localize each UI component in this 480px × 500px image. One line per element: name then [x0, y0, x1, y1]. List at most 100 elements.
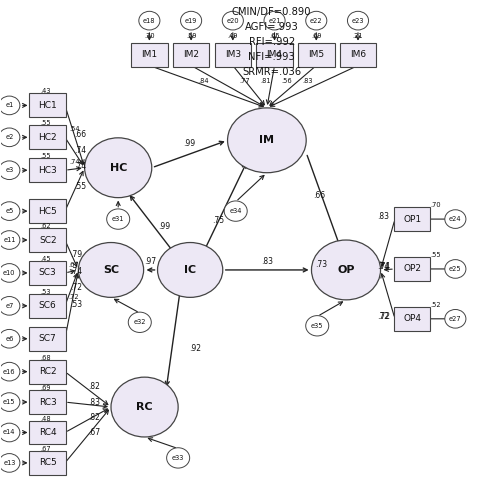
Text: .69: .69	[40, 385, 50, 391]
Text: e16: e16	[3, 368, 15, 374]
FancyBboxPatch shape	[29, 228, 66, 252]
Text: e14: e14	[3, 430, 15, 436]
Text: .70: .70	[144, 32, 155, 38]
Ellipse shape	[180, 12, 201, 30]
Text: e24: e24	[448, 216, 461, 222]
FancyBboxPatch shape	[214, 42, 251, 66]
Text: IC: IC	[184, 265, 196, 275]
Ellipse shape	[166, 448, 189, 468]
Text: .70: .70	[429, 202, 440, 208]
Text: RC3: RC3	[39, 398, 57, 406]
Text: e27: e27	[448, 316, 461, 322]
FancyBboxPatch shape	[172, 42, 209, 66]
Ellipse shape	[264, 12, 285, 30]
Ellipse shape	[78, 242, 144, 298]
Text: .67: .67	[68, 262, 79, 268]
Text: IM4: IM4	[266, 50, 282, 59]
FancyBboxPatch shape	[29, 327, 66, 350]
Text: OP2: OP2	[402, 264, 420, 274]
Text: .72: .72	[378, 312, 390, 321]
Ellipse shape	[444, 210, 465, 229]
FancyBboxPatch shape	[393, 257, 430, 281]
Ellipse shape	[0, 362, 20, 381]
Text: .74: .74	[74, 162, 86, 171]
FancyBboxPatch shape	[29, 261, 66, 285]
FancyBboxPatch shape	[339, 42, 375, 66]
Text: .68: .68	[40, 354, 50, 360]
Text: RC: RC	[136, 402, 153, 412]
Ellipse shape	[0, 423, 20, 442]
Text: e1: e1	[5, 102, 13, 108]
Text: .92: .92	[189, 344, 201, 353]
Text: .43: .43	[40, 88, 50, 94]
Text: e15: e15	[3, 399, 15, 405]
Text: OP4: OP4	[402, 314, 420, 324]
Text: e22: e22	[309, 18, 322, 24]
Text: .79: .79	[70, 250, 83, 260]
Text: SC: SC	[103, 265, 119, 275]
Ellipse shape	[0, 330, 20, 348]
Text: .55: .55	[40, 154, 50, 160]
Ellipse shape	[311, 240, 380, 300]
Text: AGFI=.993: AGFI=.993	[244, 22, 298, 32]
Ellipse shape	[0, 454, 20, 472]
Text: e11: e11	[3, 237, 15, 243]
FancyBboxPatch shape	[29, 451, 66, 475]
FancyBboxPatch shape	[393, 307, 430, 331]
Text: .74: .74	[74, 146, 86, 154]
Text: .67: .67	[87, 428, 99, 437]
Text: .99: .99	[157, 222, 169, 230]
Text: SC3: SC3	[39, 268, 57, 278]
Text: e2: e2	[5, 134, 13, 140]
Text: .97: .97	[144, 258, 156, 266]
Text: .67: .67	[40, 446, 50, 452]
FancyBboxPatch shape	[298, 42, 334, 66]
FancyBboxPatch shape	[29, 294, 66, 318]
Ellipse shape	[305, 316, 328, 336]
Text: IM1: IM1	[141, 50, 157, 59]
Text: HC: HC	[109, 162, 127, 172]
FancyBboxPatch shape	[29, 94, 66, 118]
Text: .72: .72	[71, 284, 82, 292]
Ellipse shape	[128, 312, 151, 332]
FancyBboxPatch shape	[131, 42, 167, 66]
Text: .74: .74	[70, 159, 80, 165]
Text: .66: .66	[313, 190, 325, 200]
Ellipse shape	[139, 12, 159, 30]
Text: OP: OP	[336, 265, 354, 275]
Text: e19: e19	[184, 18, 197, 24]
Ellipse shape	[0, 128, 20, 146]
Text: .74: .74	[376, 262, 388, 271]
FancyBboxPatch shape	[29, 360, 66, 384]
Text: .77: .77	[239, 78, 250, 84]
Text: OP1: OP1	[402, 214, 420, 224]
Text: .83: .83	[261, 258, 273, 266]
Text: .66: .66	[74, 130, 86, 138]
Ellipse shape	[444, 310, 465, 328]
Text: e6: e6	[5, 336, 13, 342]
Ellipse shape	[227, 108, 306, 172]
Text: .72: .72	[68, 294, 79, 300]
Ellipse shape	[111, 377, 178, 437]
Text: e18: e18	[143, 18, 156, 24]
Text: RC2: RC2	[39, 367, 56, 376]
Text: IM2: IM2	[183, 50, 199, 59]
Ellipse shape	[0, 296, 20, 315]
Text: .75: .75	[212, 216, 224, 224]
Text: .55: .55	[40, 120, 50, 126]
Ellipse shape	[0, 264, 20, 282]
Text: e31: e31	[112, 216, 124, 222]
Text: .81: .81	[260, 78, 271, 84]
Text: NFI=.993: NFI=.993	[248, 52, 294, 62]
Ellipse shape	[0, 96, 20, 114]
Text: HC1: HC1	[38, 101, 57, 110]
Text: .83: .83	[376, 212, 388, 221]
Text: e20: e20	[226, 18, 239, 24]
Text: e5: e5	[5, 208, 13, 214]
Text: IM3: IM3	[224, 50, 240, 59]
Text: .45: .45	[40, 256, 50, 262]
Text: .83: .83	[302, 78, 312, 84]
FancyBboxPatch shape	[29, 199, 66, 223]
Text: SC7: SC7	[39, 334, 57, 344]
Text: e3: e3	[5, 167, 13, 173]
